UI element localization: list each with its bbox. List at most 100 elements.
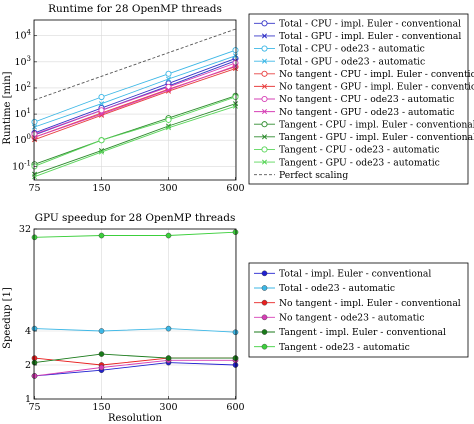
runtime-y-tick-label: 104 bbox=[14, 29, 31, 42]
runtime-x-tick-label: 300 bbox=[159, 183, 177, 194]
speedup-x-tick-label: 300 bbox=[159, 402, 177, 413]
runtime-y-tick-label: 101 bbox=[14, 107, 31, 120]
runtime-legend-entry: Total - GPU - impl. Euler - conventional bbox=[254, 31, 461, 42]
runtime-legend-marker bbox=[261, 109, 268, 115]
speedup-data-point bbox=[232, 355, 239, 361]
runtime-data-point bbox=[232, 59, 239, 67]
speedup-data-point bbox=[98, 232, 105, 239]
runtime-data-point bbox=[98, 101, 105, 107]
runtime-legend-entry: Tangent - GPU - ode23 - automatic bbox=[254, 157, 440, 168]
runtime-x-tick-label: 75 bbox=[28, 183, 40, 194]
runtime-legend-entry: Tangent - GPU - impl. Euler - convention… bbox=[254, 132, 474, 143]
runtime-series-5 bbox=[31, 66, 239, 143]
runtime-series-line bbox=[34, 96, 236, 167]
runtime-data-point bbox=[98, 111, 105, 117]
runtime-data-point bbox=[232, 63, 239, 69]
speedup-legend-label: Total - ode23 - automatic bbox=[279, 283, 395, 294]
runtime-series-9 bbox=[31, 101, 239, 177]
runtime-data-point bbox=[165, 87, 172, 93]
speedup-x-tick-label: 600 bbox=[226, 402, 244, 413]
runtime-series-2 bbox=[31, 47, 239, 126]
runtime-legend-entry: No tangent - CPU - ode23 - automatic bbox=[254, 94, 454, 105]
runtime-legend-label: Total - CPU - impl. Euler - conventional bbox=[279, 19, 461, 30]
speedup-y-tick-label: 1 bbox=[25, 394, 31, 405]
runtime-legend: Total - CPU - impl. Euler - conventional… bbox=[248, 13, 474, 185]
speedup-legend-entry: Tangent - impl. Euler - conventional bbox=[254, 327, 446, 338]
runtime-series-1 bbox=[31, 58, 239, 138]
speedup-data-point bbox=[31, 373, 38, 379]
speedup-chart: GPU speedup for 28 OpenMP threads Speedu… bbox=[2, 212, 469, 424]
speedup-series-1 bbox=[31, 325, 239, 336]
runtime-legend-label: Tangent - GPU - ode23 - automatic bbox=[279, 157, 440, 168]
speedup-legend-box bbox=[248, 262, 469, 358]
speedup-legend-label: No tangent - ode23 - automatic bbox=[279, 313, 425, 324]
speedup-legend-label: Tangent - ode23 - automatic bbox=[279, 342, 410, 353]
speedup-series-line bbox=[34, 353, 236, 364]
runtime-data-point bbox=[98, 93, 105, 101]
runtime-series-line bbox=[34, 49, 236, 123]
runtime-legend-marker bbox=[261, 45, 268, 52]
runtime-series-line bbox=[34, 28, 236, 101]
runtime-grid bbox=[34, 20, 236, 180]
runtime-data-point bbox=[165, 125, 172, 131]
runtime-data-point bbox=[31, 134, 38, 140]
runtime-legend-label: Perfect scaling bbox=[279, 170, 348, 181]
runtime-x-tick-label: 600 bbox=[226, 183, 244, 194]
speedup-series-0 bbox=[31, 359, 239, 379]
runtime-legend-label: Tangent - CPU - impl. Euler - convention… bbox=[279, 119, 474, 130]
runtime-data-point bbox=[165, 76, 172, 82]
runtime-data-point bbox=[98, 137, 105, 144]
speedup-data-point bbox=[232, 229, 239, 235]
speedup-data-point bbox=[165, 355, 172, 361]
runtime-legend-marker bbox=[261, 159, 268, 165]
speedup-legend-marker bbox=[261, 285, 268, 291]
runtime-x-tick-label: 150 bbox=[92, 183, 110, 194]
speedup-series-4 bbox=[31, 351, 239, 366]
speedup-series-line bbox=[34, 359, 236, 377]
speedup-data-point bbox=[31, 325, 38, 332]
speedup-y-tick-label: 32 bbox=[19, 224, 31, 235]
runtime-data-point bbox=[165, 70, 172, 77]
speedup-legend-entry: No tangent - ode23 - automatic bbox=[254, 313, 425, 324]
speedup-y-tick-label: 4 bbox=[25, 326, 31, 337]
runtime-series-line bbox=[34, 105, 236, 178]
speedup-data-point bbox=[165, 232, 172, 239]
speedup-series-line bbox=[34, 231, 236, 238]
speedup-legend-entry: Total - ode23 - automatic bbox=[254, 283, 395, 294]
runtime-legend-entry: Tangent - CPU - ode23 - automatic bbox=[254, 145, 440, 156]
speedup-legend-label: Total - impl. Euler - conventional bbox=[279, 269, 431, 280]
runtime-y-tick-label: 102 bbox=[14, 81, 31, 94]
runtime-series-line bbox=[34, 57, 236, 134]
runtime-series-11 bbox=[31, 103, 239, 180]
runtime-data-point bbox=[165, 88, 172, 94]
runtime-y-tick-label: 103 bbox=[14, 55, 31, 68]
speedup-series-line bbox=[34, 362, 236, 377]
speedup-chart-title: GPU speedup for 28 OpenMP threads bbox=[35, 212, 236, 224]
runtime-series-line bbox=[34, 65, 236, 138]
runtime-series-line bbox=[34, 62, 236, 135]
runtime-series-line bbox=[34, 55, 236, 128]
runtime-data-point bbox=[98, 149, 105, 155]
runtime-chart: Runtime for 28 OpenMP threads Runtime [m… bbox=[2, 3, 474, 194]
runtime-legend-entry: Total - GPU - ode23 - automatic bbox=[254, 56, 425, 67]
runtime-legend-marker bbox=[261, 20, 268, 27]
runtime-data-point bbox=[98, 148, 105, 154]
runtime-plot-frame bbox=[33, 19, 237, 181]
speedup-series-5 bbox=[31, 229, 239, 241]
runtime-series-10 bbox=[31, 93, 239, 170]
speedup-data-point bbox=[98, 328, 105, 334]
speedup-series bbox=[31, 229, 239, 379]
runtime-legend-label: No tangent - GPU - impl. Euler - convent… bbox=[279, 82, 474, 93]
runtime-chart-title: Runtime for 28 OpenMP threads bbox=[48, 3, 222, 15]
speedup-data-point bbox=[98, 364, 105, 371]
runtime-legend-marker bbox=[261, 146, 268, 153]
runtime-data-point bbox=[232, 53, 239, 59]
runtime-legend-marker bbox=[261, 33, 268, 39]
runtime-y-tick-label: 100 bbox=[14, 133, 31, 146]
runtime-legend-label: No tangent - CPU - ode23 - automatic bbox=[279, 94, 454, 105]
speedup-legend-entry: Total - impl. Euler - conventional bbox=[254, 269, 431, 280]
runtime-data-point bbox=[31, 174, 38, 180]
runtime-data-point bbox=[165, 116, 172, 123]
speedup-series-2 bbox=[31, 355, 239, 368]
runtime-series-6 bbox=[31, 59, 239, 138]
